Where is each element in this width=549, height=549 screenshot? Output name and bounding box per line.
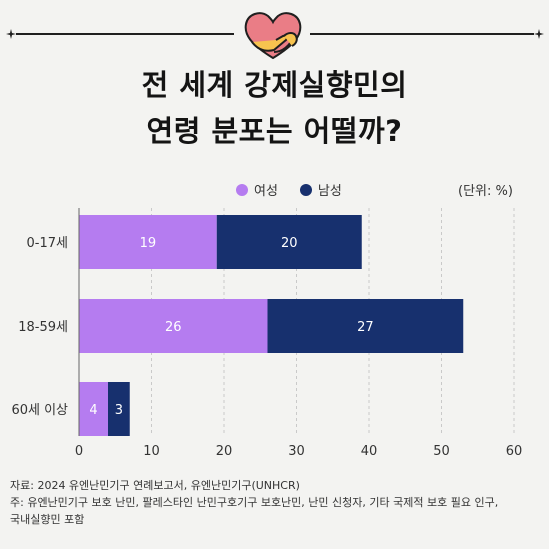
legend-label-male: 남성 — [317, 184, 342, 199]
bar-segment — [108, 382, 130, 436]
title-line-1: 전 세계 강제실향민의 — [141, 68, 408, 102]
x-tick-label: 0 — [75, 444, 83, 459]
x-tick-label: 30 — [288, 444, 305, 459]
sparkle-right-icon — [534, 29, 544, 39]
top-divider-right — [310, 33, 534, 35]
source-note: 자료: 2024 유엔난민기구 연례보고서, 유엔난민기구(UNHCR) — [10, 479, 300, 492]
x-tick-label: 20 — [216, 444, 233, 459]
footnote-line-1: 주: 유엔난민기구 보호 난민, 팔레스타인 난민구호기구 보호난민, 난민 신… — [10, 496, 499, 509]
data-label: 26 — [165, 320, 182, 335]
x-tick-label: 50 — [433, 444, 450, 459]
data-label: 19 — [140, 236, 157, 251]
bar-segment — [79, 215, 217, 269]
x-tick-label: 10 — [143, 444, 160, 459]
title-line-2: 연령 분포는 어떨까? — [146, 114, 403, 148]
category-label: 60세 이상 — [11, 403, 68, 418]
legend-swatch-male — [299, 183, 312, 196]
legend-item-male: 남성 — [299, 180, 342, 199]
bar-segment — [216, 215, 362, 269]
x-tick-label: 40 — [361, 444, 378, 459]
sparkle-left-icon — [6, 29, 16, 39]
footnote-line-2: 국내실향민 포함 — [10, 513, 85, 526]
data-label: 27 — [357, 320, 374, 335]
category-label: 0-17세 — [27, 236, 68, 251]
data-label: 4 — [89, 403, 97, 418]
bar-segment — [267, 299, 464, 353]
x-tick-label: 60 — [506, 444, 523, 459]
top-divider-left — [16, 33, 234, 35]
bar-segment — [79, 382, 108, 436]
legend-item-female: 여성 — [236, 180, 278, 199]
legend-swatch-female — [236, 183, 248, 196]
category-label: 18-59세 — [18, 320, 68, 335]
heart-hands-icon — [240, 6, 306, 64]
data-label: 3 — [115, 403, 123, 418]
bar-segment — [79, 299, 268, 353]
page-title: 전 세계 강제실향민의 연령 분포는 어떨까? — [0, 62, 549, 154]
footer-notes: 자료: 2024 유엔난민기구 연례보고서, 유엔난민기구(UNHCR) 주: … — [10, 477, 540, 528]
chart-legend: 여성 남성 — [236, 180, 364, 199]
legend-label-female: 여성 — [254, 184, 278, 199]
unit-label: (단위: %) — [458, 184, 513, 199]
data-label: 20 — [281, 236, 298, 251]
